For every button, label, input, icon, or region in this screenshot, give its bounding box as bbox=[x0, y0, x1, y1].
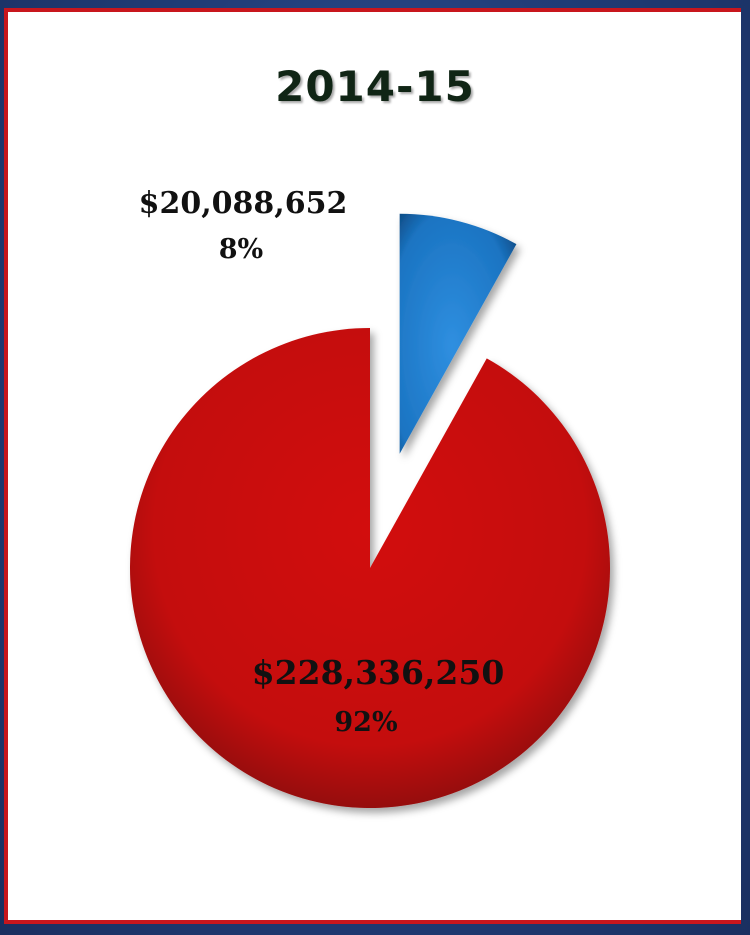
slice-label-amount-1: $228,336,250 bbox=[252, 653, 505, 692]
pie-slice-1 bbox=[130, 328, 611, 809]
slice-label-amount-0: $20,088,652 bbox=[139, 186, 348, 221]
chart-title: 2014-15 bbox=[275, 62, 475, 111]
slice-label-percent-1: 92% bbox=[334, 707, 397, 738]
pie-slice-0 bbox=[399, 213, 517, 454]
slice-label-percent-0: 8% bbox=[219, 234, 263, 265]
